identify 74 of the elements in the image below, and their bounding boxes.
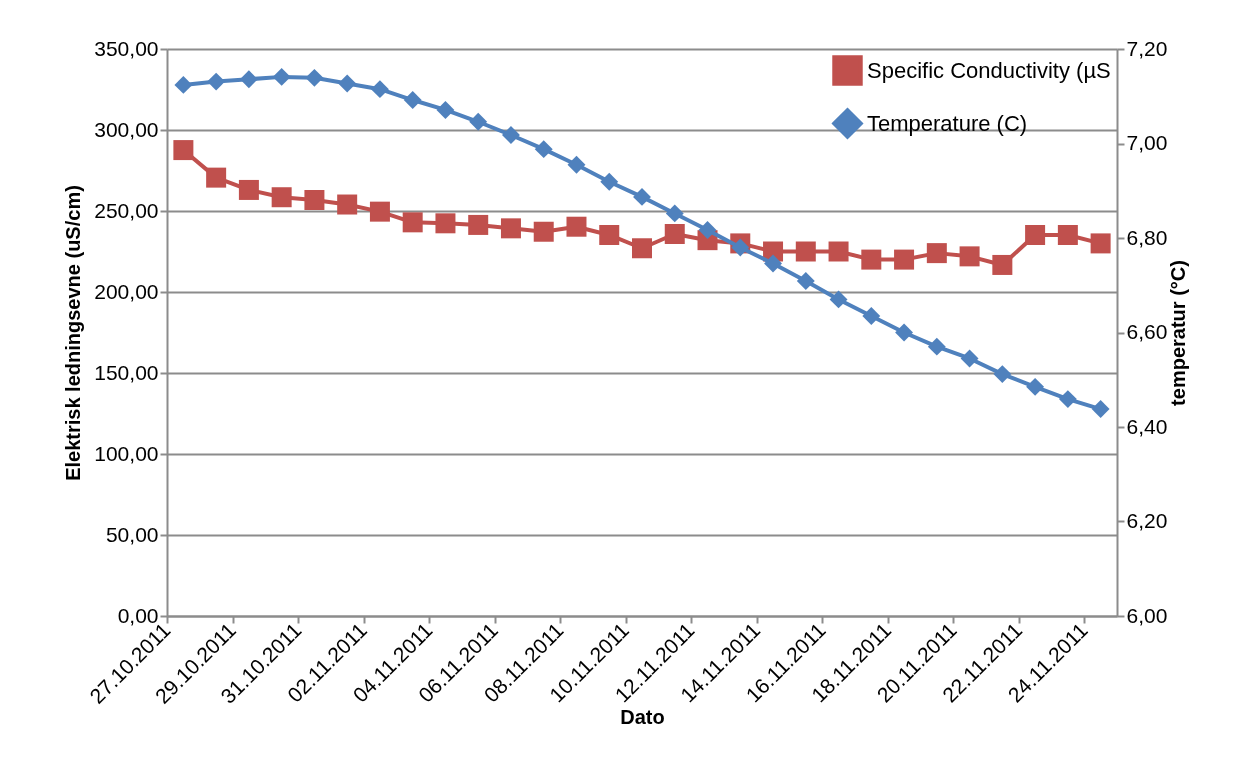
point xyxy=(272,67,291,86)
y2-tick-label: 6,60 xyxy=(1126,320,1168,343)
point xyxy=(828,241,849,262)
point xyxy=(894,249,915,270)
point xyxy=(173,140,194,161)
y-tick-label: 100,00 xyxy=(94,441,159,465)
point xyxy=(1057,224,1078,245)
point xyxy=(993,365,1012,384)
point xyxy=(632,238,652,259)
point xyxy=(435,213,456,234)
point xyxy=(861,249,882,270)
y-tick-label: 350,00 xyxy=(94,36,159,60)
point xyxy=(469,112,488,131)
point xyxy=(895,323,914,342)
point xyxy=(305,68,324,87)
point xyxy=(174,75,193,94)
point xyxy=(992,254,1013,275)
point xyxy=(1026,377,1045,396)
y2-tick-label: 6,80 xyxy=(1126,225,1168,249)
point xyxy=(600,172,619,191)
point xyxy=(829,290,848,309)
y-tick-label: 250,00 xyxy=(94,198,159,222)
point xyxy=(402,212,423,233)
point xyxy=(927,337,946,356)
point xyxy=(1058,390,1077,409)
point xyxy=(960,349,979,368)
x-axis-title: Dato xyxy=(620,705,665,728)
point xyxy=(403,91,422,109)
point xyxy=(207,72,226,91)
point xyxy=(337,194,358,215)
point xyxy=(567,155,586,174)
y2-tick-label: 7,00 xyxy=(1126,131,1168,154)
point xyxy=(698,221,717,239)
y2-tick-label: 6,00 xyxy=(1126,603,1168,627)
point xyxy=(1025,224,1046,245)
y2-tick-label: 6,40 xyxy=(1126,414,1168,438)
point xyxy=(338,74,357,93)
point xyxy=(370,80,389,99)
point xyxy=(436,101,455,119)
point xyxy=(1090,233,1111,254)
y-tick-label: 50,00 xyxy=(105,522,159,546)
point xyxy=(304,189,325,210)
point xyxy=(468,214,489,235)
y-tick-label: 150,00 xyxy=(94,360,159,384)
point xyxy=(566,216,587,237)
point xyxy=(502,126,520,144)
point xyxy=(959,246,980,267)
point xyxy=(1091,400,1110,418)
legend-label: Specific Conductivity (µS xyxy=(867,57,1111,83)
point xyxy=(271,187,292,208)
point xyxy=(533,221,554,242)
point xyxy=(238,179,259,200)
point xyxy=(926,243,947,264)
point xyxy=(862,307,881,325)
point xyxy=(239,70,258,89)
y2-tick-label: 7,20 xyxy=(1126,36,1168,60)
point xyxy=(369,201,390,222)
y2-axis-title: temperatur (°C) xyxy=(1167,260,1190,406)
y-axis-title: Elektrisk ledningsevne (uS/cm) xyxy=(62,185,85,481)
point xyxy=(206,167,227,188)
y-tick-label: 200,00 xyxy=(94,279,159,303)
point xyxy=(795,241,816,262)
point xyxy=(500,218,521,239)
point xyxy=(599,224,620,245)
legend-label: Temperature (C) xyxy=(867,110,1028,136)
point xyxy=(633,187,651,206)
y2-tick-label: 6,20 xyxy=(1126,509,1168,532)
point xyxy=(665,204,684,223)
point xyxy=(534,140,553,159)
point xyxy=(764,254,782,273)
y-tick-label: 300,00 xyxy=(94,117,159,141)
point xyxy=(796,272,815,290)
point xyxy=(731,238,750,257)
point xyxy=(664,224,685,244)
